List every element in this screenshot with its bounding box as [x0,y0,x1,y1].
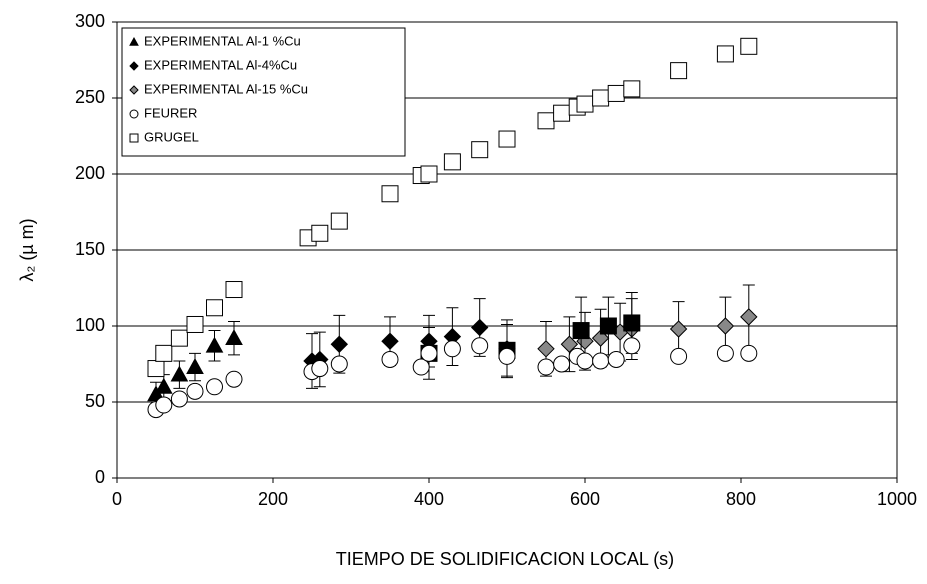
point [155,396,173,414]
legend-label: EXPERIMENTAL Al-4%Cu [144,57,297,72]
x-tick-label: 400 [414,489,444,509]
point [381,332,399,350]
point [225,370,243,388]
point [471,141,489,159]
point [381,350,399,368]
point [537,358,555,376]
y-tick-label: 0 [95,467,105,487]
point [471,337,489,355]
point [206,378,223,396]
y-tick-label: 300 [75,11,105,31]
point [623,314,641,332]
point [186,315,204,333]
point [599,317,617,335]
point [572,322,590,340]
point [311,224,329,242]
y-tick-label: 100 [75,315,105,335]
point [206,299,223,317]
point [716,317,735,335]
y-tick-label: 50 [85,391,105,411]
x-tick-label: 0 [112,489,122,509]
point [669,320,688,338]
point [443,153,461,171]
point [607,350,625,368]
x-axis-label: TIEMPO DE SOLIDIFICACION LOCAL (s) [336,549,674,569]
point [225,329,243,346]
point [537,112,555,130]
legend-marker [129,133,139,143]
x-tick-label: 600 [570,489,600,509]
point [381,185,399,203]
point [412,358,430,376]
point [470,318,489,337]
point [576,95,594,113]
point [740,344,758,362]
point [330,355,348,373]
point [623,80,641,98]
legend-marker [129,85,139,95]
point [740,37,758,55]
x-tick-label: 800 [726,489,756,509]
legend-label: FEURER [144,105,197,120]
point [716,45,734,63]
point [186,358,204,374]
point [311,360,329,378]
point [155,344,173,362]
point [576,352,594,370]
y-tick-label: 150 [75,239,105,259]
point [560,335,579,353]
point [592,352,610,370]
point [607,84,625,102]
point [205,336,224,353]
point [170,329,188,347]
legend-marker [129,36,139,46]
point [330,212,348,230]
point [225,281,243,299]
y-tick-label: 250 [75,87,105,107]
point [670,62,688,80]
point [623,337,641,355]
legend-marker [129,61,139,71]
point [716,344,734,362]
x-tick-label: 200 [258,489,288,509]
x-tick-label: 1000 [877,489,917,509]
legend-box [121,27,406,157]
point [553,104,571,122]
point [147,360,165,378]
point [443,340,461,358]
point [498,130,516,148]
point [553,355,571,373]
point [154,377,173,394]
legend-label: EXPERIMENTAL Al-1 %Cu [144,33,301,48]
point [498,347,516,365]
point [186,382,204,400]
legend-label: EXPERIMENTAL Al-15 %Cu [144,81,308,96]
point [670,347,688,365]
point [740,308,758,326]
point [330,335,349,353]
point [420,344,438,362]
point [420,165,438,183]
legend-marker [129,109,139,119]
point [170,365,189,382]
point [537,340,555,358]
legend-label: GRUGEL [144,129,199,144]
y-axis-label: λ₂ (µ m) [17,218,37,281]
point [592,89,610,107]
y-tick-label: 200 [75,163,105,183]
point [170,390,188,408]
